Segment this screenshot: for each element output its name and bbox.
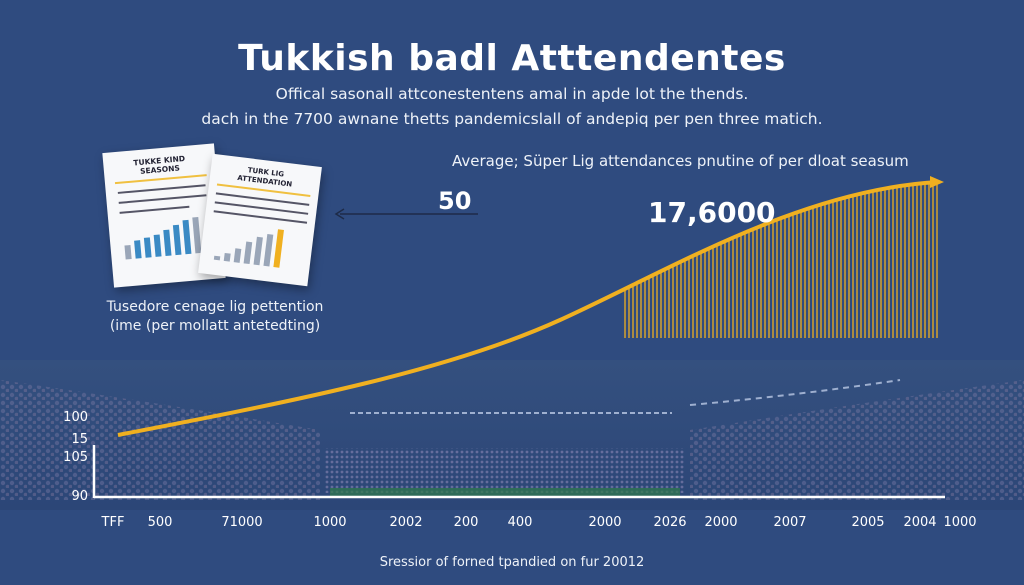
trend-line [117,180,939,437]
chart-title: Tukkish badl Atttendentes [238,38,786,79]
arrow-value-label: 50 [438,187,472,215]
x-tick-label: 2000 [704,515,738,530]
x-tick-label: 2004 [903,515,937,530]
x-tick-label: 2005 [851,515,885,530]
subtitle-line-1: Offical sasonall attconestentens amal in… [275,85,749,103]
x-tick-label: 71000 [221,515,263,530]
chart-footnote: Sressior of forned tpandied on fur 20012 [379,555,645,570]
documents-caption: Tusedore cenage lig pettention (ime (per… [100,298,330,336]
y-tick-label: 100 [63,410,88,425]
y-tick-label: 15 [71,432,88,447]
x-tick-label: 1000 [943,515,977,530]
x-tick-label: 2026 [653,515,687,530]
subtitle-line-2: dach in the 7700 awnane thetts pandemics… [201,110,823,128]
x-tick-label: 2007 [773,515,807,530]
y-tick-label: 90 [71,489,88,504]
area-hatching [624,182,938,338]
x-tick-label: 2000 [588,515,622,530]
x-tick-label: 200 [453,515,479,530]
y-tick-label: 105 [63,450,88,465]
left-arrow-icon [334,208,345,220]
x-tick-label: 500 [147,515,173,530]
x-tick-label: 400 [507,515,533,530]
highlight-value: 17,6000 [648,196,776,229]
x-tick-label: 1000 [313,515,347,530]
x-tick-label: 2002 [389,515,423,530]
caption-line-2: (ime (per mollatt antetedting) [109,318,321,334]
trend-arrow-head [930,176,944,188]
x-tick-label: TFF [101,515,125,530]
caption-line-1: Tusedore cenage lig pettention [106,299,324,315]
average-annotation: Average; Süper Lig attendances pnutine o… [452,152,909,170]
